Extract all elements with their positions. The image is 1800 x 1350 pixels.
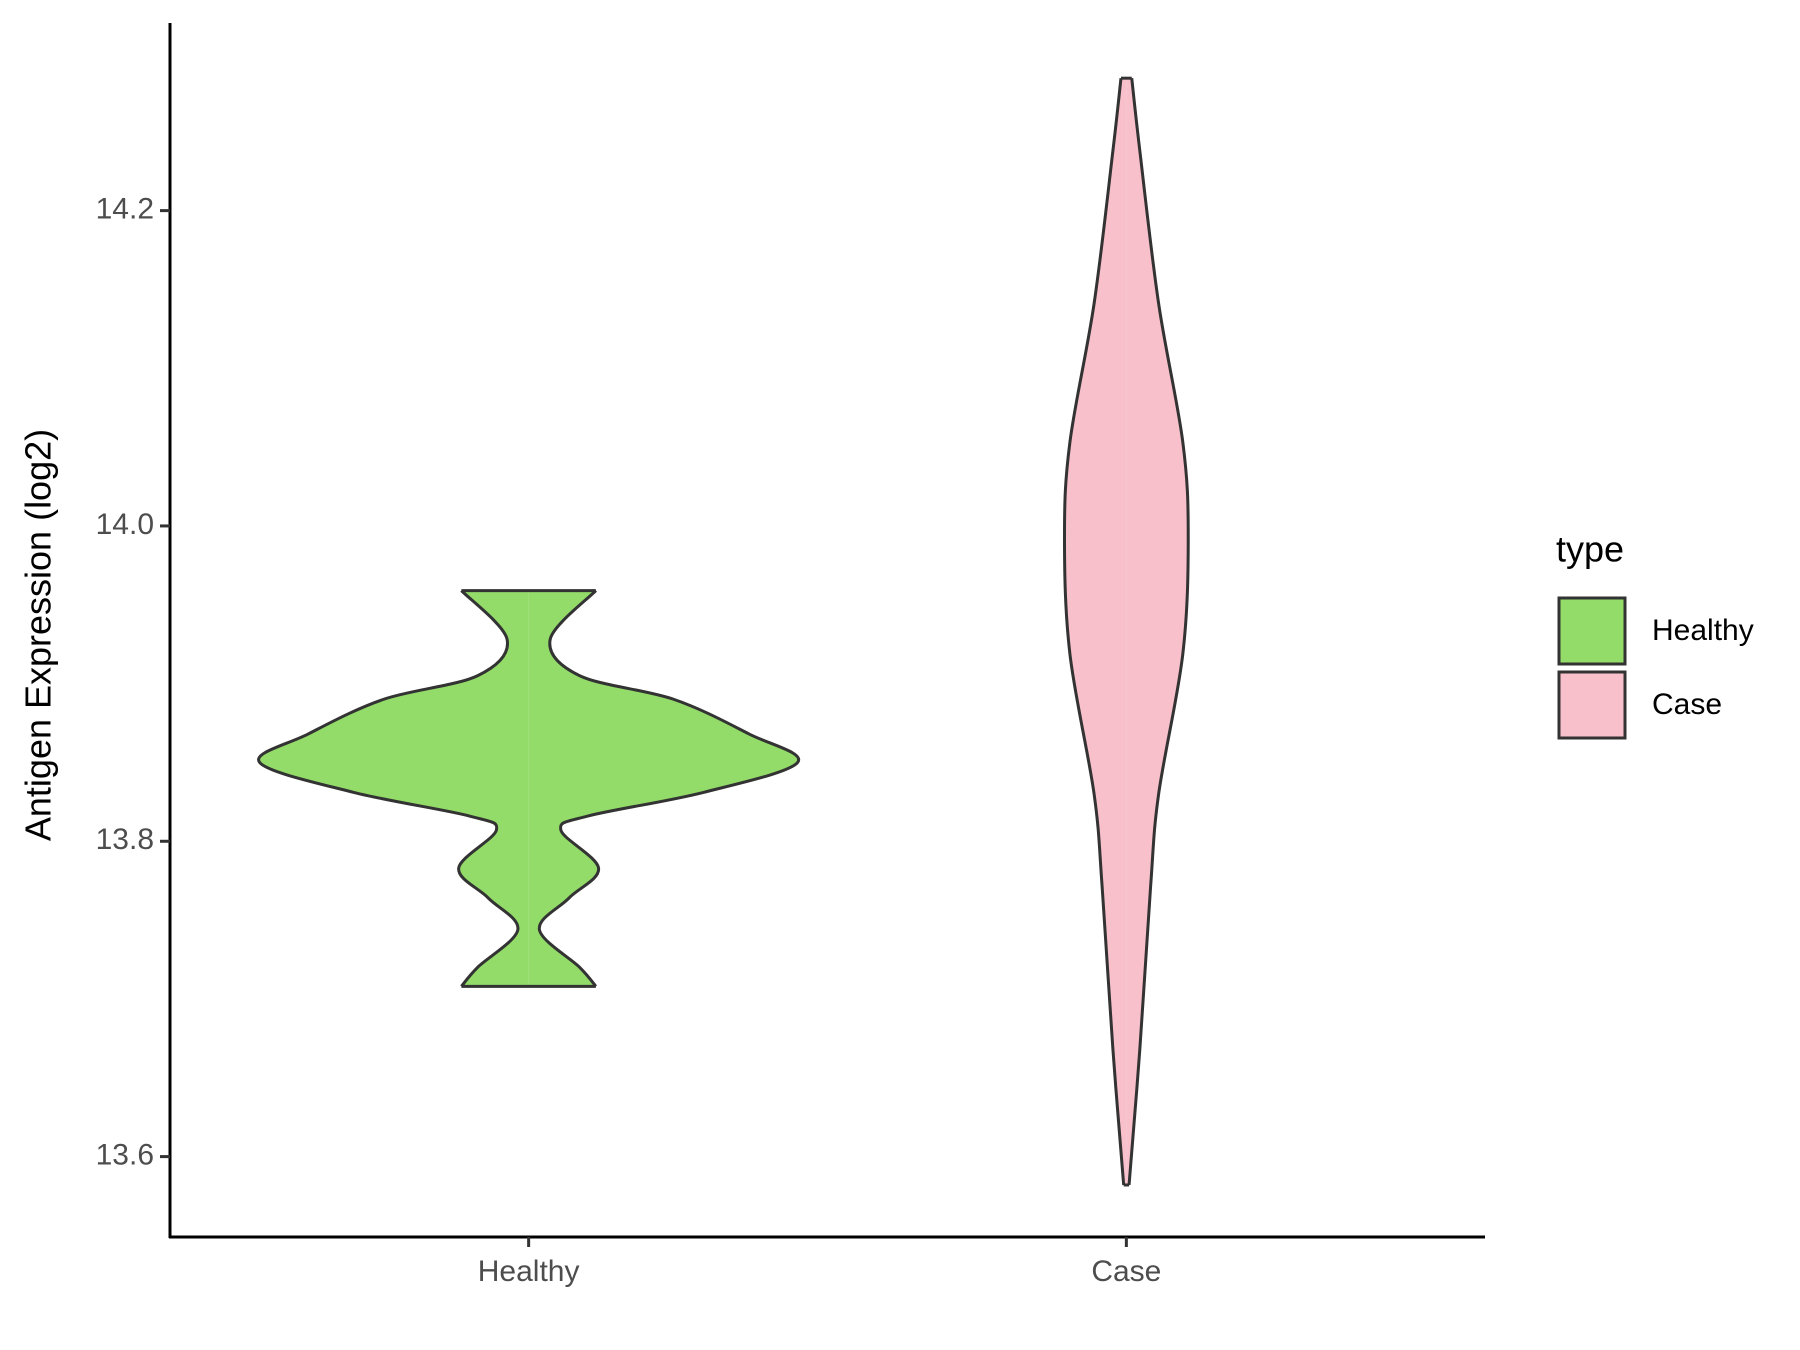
violin-half [528, 590, 799, 987]
legend-key [1557, 596, 1627, 666]
violin-half [258, 590, 529, 987]
legend-title: type [1556, 529, 1624, 570]
legend-key [1557, 670, 1627, 740]
x-tick-label: Case [1091, 1255, 1161, 1288]
violin-outline [1062, 78, 1126, 1186]
y-tick-label: 14.2 [96, 193, 154, 226]
y-tick-label: 14.0 [96, 508, 154, 541]
y-tick-label: 13.8 [96, 823, 154, 856]
violin-half [1126, 78, 1189, 1185]
violin-outline [1127, 78, 1190, 1186]
violin-half [1064, 78, 1127, 1185]
y-axis-label: Antigen Expression (log2) [18, 429, 59, 841]
legend-label: Healthy [1652, 614, 1754, 647]
violin-outline [537, 589, 801, 988]
y-tick-label: 13.6 [96, 1139, 154, 1172]
legend-label: Case [1652, 688, 1722, 721]
violin-outline [257, 589, 520, 988]
x-tick-label: Healthy [478, 1255, 580, 1288]
